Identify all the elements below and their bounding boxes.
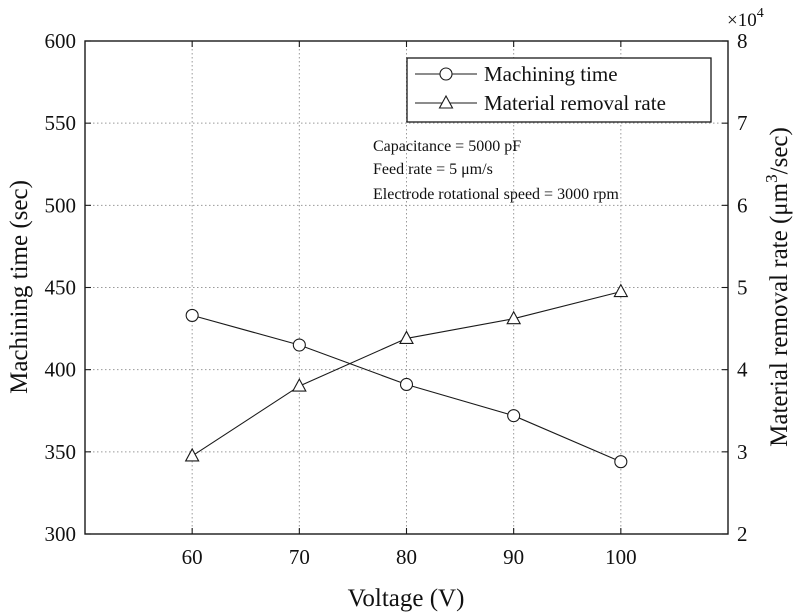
x-tick-label: 90 <box>503 545 524 569</box>
right-y-axis-title: Material removal rate (μm3/sec) <box>762 127 793 447</box>
x-tick-label: 100 <box>605 545 637 569</box>
data-point-machining-time <box>399 377 414 392</box>
right-y-tick-label: 4 <box>737 358 748 382</box>
annotation-feed-rate: Feed rate = 5 μm/s <box>373 161 493 178</box>
left-y-tick-label: 350 <box>45 440 77 464</box>
annotation-capacitance: Capacitance = 5000 pF <box>373 138 521 155</box>
right-y-tick-label: 5 <box>737 276 748 300</box>
legend-label-machining-time: Machining time <box>484 62 618 86</box>
left-y-tick-label: 450 <box>45 276 77 300</box>
legend: Machining time Material removal rate <box>406 57 712 123</box>
x-axis-title: Voltage (V) <box>348 585 465 612</box>
data-point-material-removal-rate <box>184 447 200 462</box>
right-y-tick-label: 8 <box>737 29 748 53</box>
data-point-material-removal-rate <box>506 310 522 325</box>
left-y-tick-label: 400 <box>45 358 77 382</box>
annotation-block: Capacitance = 5000 pF Feed rate = 5 μm/s… <box>373 138 619 203</box>
annotation-rotational-speed: Electrode rotational speed = 3000 rpm <box>373 186 619 203</box>
legend-label-material-removal-rate: Material removal rate <box>484 91 666 115</box>
data-point-machining-time <box>614 455 628 469</box>
right-y-tick-label: 3 <box>737 440 748 464</box>
left-y-tick-label: 550 <box>45 111 77 135</box>
left-y-tick-label: 600 <box>45 29 77 53</box>
right-y-tick-label: 7 <box>737 111 748 135</box>
plot-frame <box>84 40 729 535</box>
series-layer <box>184 283 629 469</box>
data-point-machining-time <box>185 308 199 322</box>
legend-box <box>406 57 712 123</box>
data-point-material-removal-rate <box>613 283 629 298</box>
legend-marker-circle <box>439 67 453 81</box>
x-tick-label: 70 <box>289 545 310 569</box>
right-axis-multiplier: ×104 <box>727 6 764 31</box>
x-tick-label: 60 <box>182 545 203 569</box>
x-tick-label: 80 <box>396 545 417 569</box>
right-y-tick-label: 6 <box>737 193 748 217</box>
legend-marker-triangle <box>438 94 454 109</box>
left-y-tick-label: 300 <box>45 522 77 546</box>
axis-ticks: 60 70 80 90 100 300 350 400 450 500 550 600 2 3 4 5 6 7 8 <box>45 29 749 569</box>
left-y-axis-title: Machining time (sec) <box>6 180 33 394</box>
grid <box>85 41 728 534</box>
data-point-material-removal-rate <box>399 330 414 344</box>
data-point-material-removal-rate <box>291 377 307 392</box>
left-y-tick-label: 500 <box>45 193 77 217</box>
right-y-tick-label: 2 <box>737 522 748 546</box>
data-point-machining-time <box>292 338 306 352</box>
data-point-machining-time <box>507 409 521 423</box>
